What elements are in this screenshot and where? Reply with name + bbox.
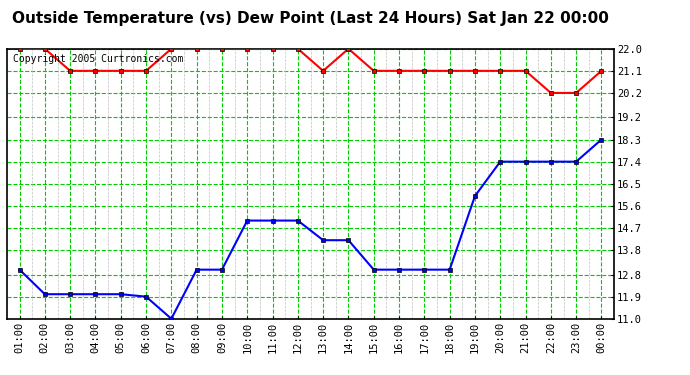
Text: Copyright 2005 Curtronics.com: Copyright 2005 Curtronics.com	[13, 54, 184, 64]
Text: Outside Temperature (vs) Dew Point (Last 24 Hours) Sat Jan 22 00:00: Outside Temperature (vs) Dew Point (Last…	[12, 11, 609, 26]
